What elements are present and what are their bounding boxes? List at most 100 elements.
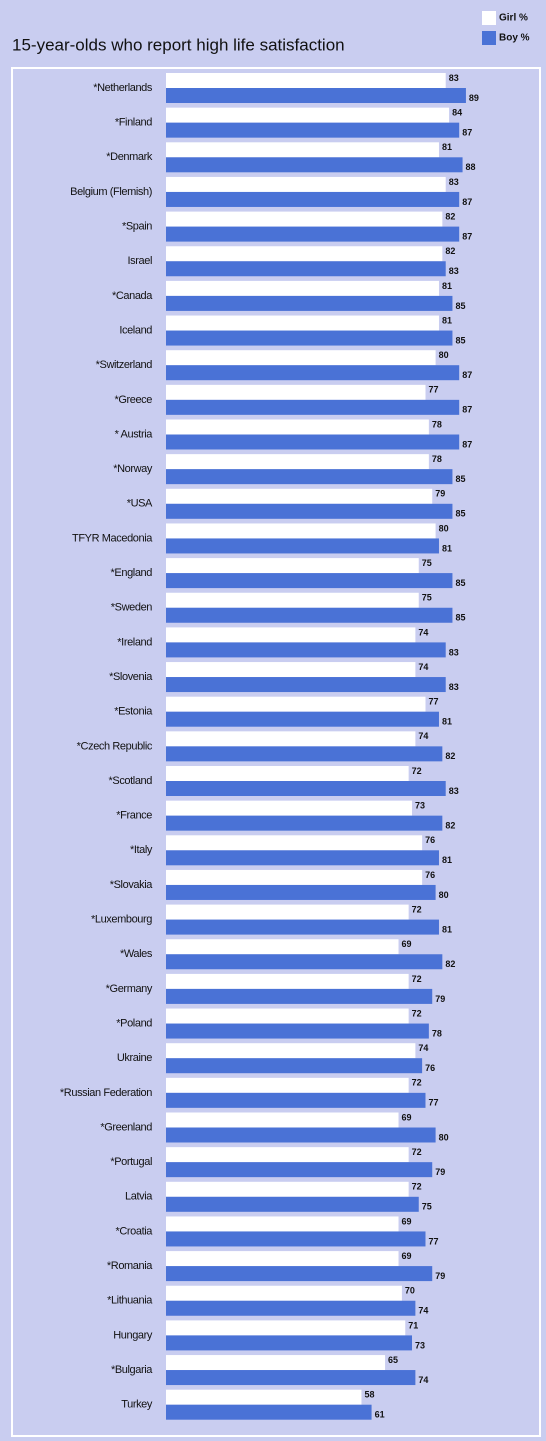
category-label: *Ireland xyxy=(117,636,152,648)
value-label: 81 xyxy=(442,543,452,553)
bar xyxy=(166,488,433,504)
value-label: 85 xyxy=(455,613,465,623)
category-label: *Italy xyxy=(130,844,153,856)
category-label: *Switzerland xyxy=(96,359,153,371)
value-label: 72 xyxy=(412,1008,422,1018)
category-label: *Greenland xyxy=(100,1121,152,1133)
value-label: 81 xyxy=(442,281,452,291)
bar xyxy=(166,176,446,192)
legend-label: Boy % xyxy=(499,33,530,44)
bar xyxy=(166,1043,416,1059)
value-label: 58 xyxy=(364,1390,374,1400)
bar xyxy=(166,746,443,762)
value-label: 85 xyxy=(455,509,465,519)
value-label: 83 xyxy=(449,73,459,83)
value-label: 85 xyxy=(455,474,465,484)
value-label: 73 xyxy=(415,1340,425,1350)
category-label: *Finland xyxy=(115,117,152,129)
value-label: 77 xyxy=(428,697,438,707)
category-label: TFYR Macedonia xyxy=(72,532,153,544)
bar xyxy=(166,399,460,415)
value-label: 72 xyxy=(412,1078,422,1088)
value-label: 74 xyxy=(418,1375,428,1385)
value-label: 82 xyxy=(445,751,455,761)
bar xyxy=(166,246,443,262)
category-label: *Poland xyxy=(116,1017,152,1029)
value-label: 83 xyxy=(449,177,459,187)
bar xyxy=(166,538,439,554)
value-label: 82 xyxy=(445,211,455,221)
value-label: 69 xyxy=(402,1251,412,1261)
category-label: *Luxembourg xyxy=(91,914,152,926)
bar xyxy=(166,904,409,920)
bar xyxy=(166,280,439,296)
bar xyxy=(166,434,460,450)
bar xyxy=(166,1147,409,1163)
bar xyxy=(166,1127,436,1143)
category-label: *Wales xyxy=(120,948,153,960)
bar xyxy=(166,869,423,885)
category-label: *Spain xyxy=(122,221,152,233)
bar xyxy=(166,454,429,470)
value-label: 75 xyxy=(422,593,432,603)
legend-label: Girl % xyxy=(499,13,528,24)
value-label: 75 xyxy=(422,1202,432,1212)
bar xyxy=(166,1300,416,1316)
value-label: 81 xyxy=(442,315,452,325)
value-label: 83 xyxy=(449,647,459,657)
category-label: *Bulgaria xyxy=(111,1364,153,1376)
category-label: *Slovakia xyxy=(110,879,154,891)
bar xyxy=(166,365,460,381)
value-label: 82 xyxy=(445,246,455,256)
value-label: 82 xyxy=(445,959,455,969)
bar xyxy=(166,157,463,173)
category-label: *Croatia xyxy=(115,1225,153,1237)
value-label: 70 xyxy=(405,1286,415,1296)
value-label: 74 xyxy=(418,627,428,637)
legend: Girl % Boy % xyxy=(482,11,530,45)
value-label: 81 xyxy=(442,924,452,934)
bar xyxy=(166,919,439,935)
category-label: *Netherlands xyxy=(93,82,153,94)
category-label: *Romania xyxy=(107,1260,153,1272)
value-label: 79 xyxy=(435,994,445,1004)
value-label: 85 xyxy=(455,335,465,345)
value-label: 85 xyxy=(455,578,465,588)
value-label: 74 xyxy=(418,1043,428,1053)
value-label: 79 xyxy=(435,1271,445,1281)
bar xyxy=(166,642,446,658)
bar xyxy=(166,107,450,123)
value-label: 80 xyxy=(439,350,449,360)
bar xyxy=(166,142,439,158)
value-label: 80 xyxy=(439,523,449,533)
value-label: 74 xyxy=(418,662,428,672)
bar xyxy=(166,384,426,400)
value-label: 61 xyxy=(375,1410,385,1420)
bar xyxy=(166,315,439,331)
value-label: 79 xyxy=(435,1167,445,1177)
category-label: *Portugal xyxy=(110,1156,152,1168)
value-label: 75 xyxy=(422,558,432,568)
category-label: Belgium (Flemish) xyxy=(70,186,152,198)
category-label: Ukraine xyxy=(117,1052,152,1064)
value-label: 89 xyxy=(469,93,479,103)
value-label: 78 xyxy=(432,419,442,429)
bar xyxy=(166,191,460,207)
value-label: 87 xyxy=(462,370,472,380)
value-label: 77 xyxy=(428,1098,438,1108)
bar xyxy=(166,954,443,970)
bar xyxy=(166,558,419,574)
category-label: *USA xyxy=(127,498,153,510)
bar xyxy=(166,73,446,88)
value-label: 76 xyxy=(425,835,435,845)
value-label: 83 xyxy=(449,682,459,692)
value-label: 76 xyxy=(425,1063,435,1073)
bar xyxy=(166,662,416,678)
value-label: 87 xyxy=(462,439,472,449)
legend-swatch xyxy=(482,31,496,45)
value-label: 65 xyxy=(388,1355,398,1365)
value-label: 72 xyxy=(412,1182,422,1192)
value-label: 80 xyxy=(439,1132,449,1142)
category-label: *Norway xyxy=(113,463,153,475)
